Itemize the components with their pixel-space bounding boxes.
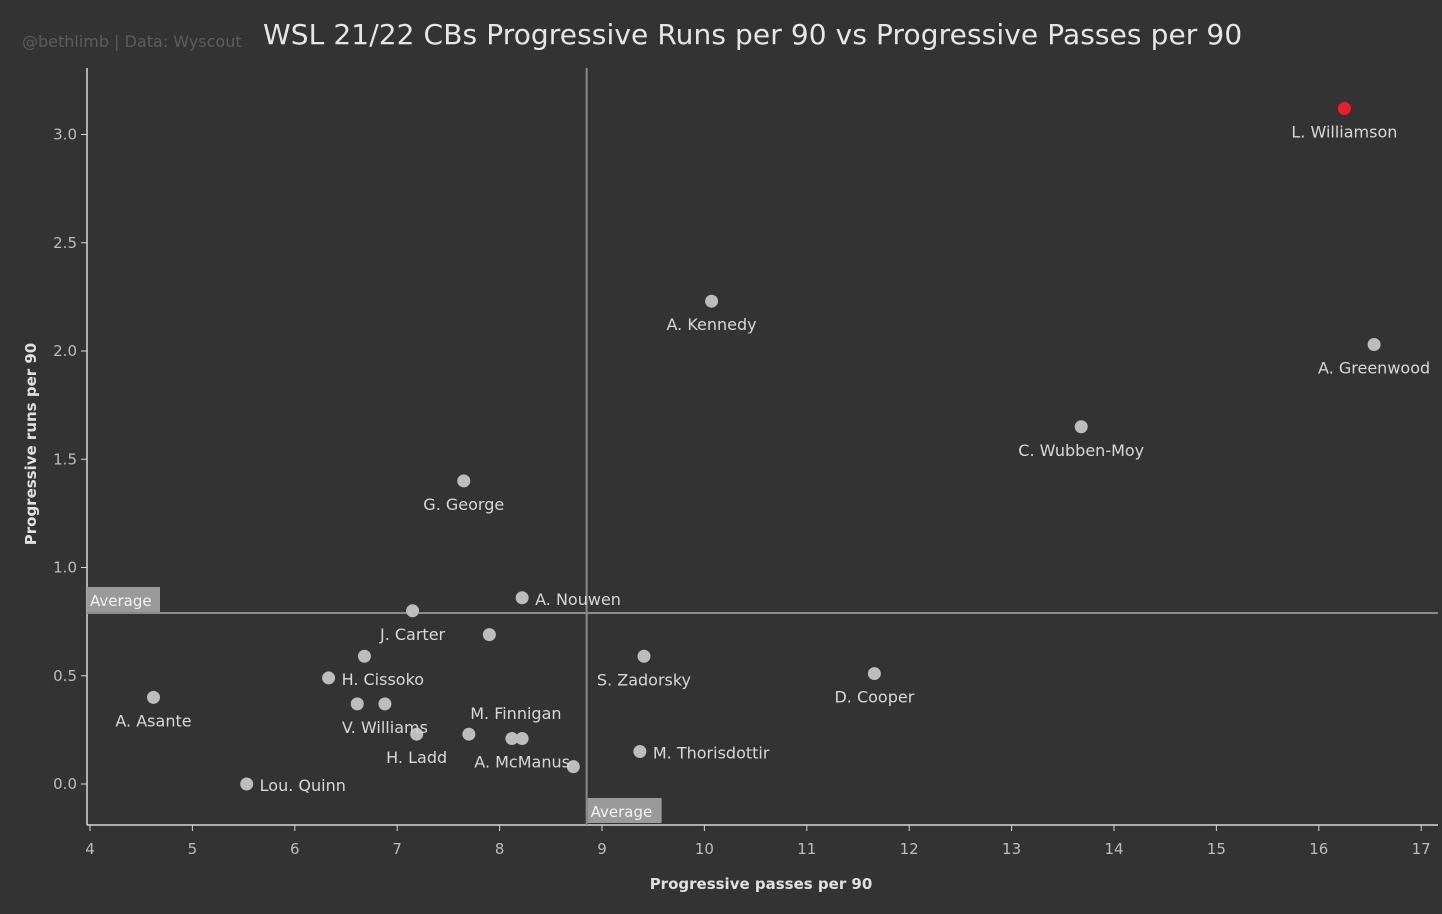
point-label: L. Williamson bbox=[1291, 123, 1397, 142]
point-label: M. Thorisdottir bbox=[653, 744, 770, 763]
x-tick-label: 11 bbox=[797, 840, 816, 858]
point-label: H. Ladd bbox=[386, 748, 447, 767]
chart-title: WSL 21/22 CBs Progressive Runs per 90 vs… bbox=[263, 18, 1243, 51]
axes: 0.0 0.5 1.0 1.5 2.0 2.5 3.0 4 5 6 7 8 9 10 11 12 13 14 15 1… bbox=[22, 68, 1438, 893]
point-labels: L. Williamson A. Kennedy A. Greenwood C. Wu… bbox=[115, 123, 1430, 795]
point-h-ladd bbox=[410, 727, 424, 741]
point-label: M. Finnigan bbox=[470, 704, 561, 723]
y-tick-label: 2.0 bbox=[53, 342, 77, 360]
x-average-label-box bbox=[587, 798, 662, 823]
point-l-williamson bbox=[1337, 102, 1351, 116]
point-g-george bbox=[457, 474, 471, 488]
y-tick-label: 2.5 bbox=[53, 234, 77, 252]
point-label: H. Cissoko bbox=[342, 670, 424, 689]
point-label: Lou. Quinn bbox=[260, 776, 346, 795]
point-label: D. Cooper bbox=[834, 688, 914, 707]
y-average-label: Average bbox=[90, 592, 152, 610]
x-tick-label: 9 bbox=[597, 840, 607, 858]
point-m-finnigan bbox=[462, 727, 476, 741]
y-average-label-box bbox=[87, 586, 160, 612]
point-a-asante bbox=[146, 690, 160, 704]
point-label: V. Williams bbox=[342, 718, 428, 737]
point-a-mcmanus bbox=[515, 732, 529, 746]
point bbox=[350, 697, 364, 711]
x-tick-label: 7 bbox=[392, 840, 402, 858]
x-average-label: Average bbox=[591, 803, 653, 821]
point-d-cooper bbox=[867, 667, 881, 681]
x-tick-label: 10 bbox=[695, 840, 714, 858]
x-tick-label: 13 bbox=[1002, 840, 1021, 858]
point-label: A. McManus bbox=[474, 753, 570, 772]
x-tick-label: 8 bbox=[495, 840, 505, 858]
point-label: G. George bbox=[423, 495, 504, 514]
y-tick-label: 3.0 bbox=[53, 126, 77, 144]
y-tick-label: 0.0 bbox=[53, 775, 77, 793]
point-label: S. Zadorsky bbox=[597, 670, 691, 689]
chart-credit: @bethlimb | Data: Wyscout bbox=[22, 32, 242, 51]
x-tick-label: 17 bbox=[1412, 840, 1431, 858]
y-axis-title: Progressive runs per 90 bbox=[22, 343, 40, 546]
y-tick-label: 0.5 bbox=[53, 667, 77, 685]
point-label: A. Nouwen bbox=[535, 590, 621, 609]
point-v-williams bbox=[378, 697, 392, 711]
reference-lines: Average Average bbox=[87, 68, 1438, 825]
point-m-thorisdottir bbox=[633, 745, 647, 759]
point-label: C. Wubben-Moy bbox=[1018, 441, 1144, 460]
x-axis-title: Progressive passes per 90 bbox=[650, 875, 873, 893]
point-lou-quinn bbox=[240, 777, 254, 791]
point-j-carter bbox=[406, 604, 420, 618]
point bbox=[357, 649, 371, 663]
x-tick-label: 14 bbox=[1104, 840, 1123, 858]
x-tick-label: 15 bbox=[1207, 840, 1226, 858]
point-h-cissoko bbox=[322, 671, 336, 685]
point-label: A. Asante bbox=[115, 711, 191, 730]
data-points bbox=[146, 102, 1381, 791]
point-label: A. Kennedy bbox=[667, 315, 757, 334]
point-c-wubben-moy bbox=[1074, 420, 1088, 434]
point-label: J. Carter bbox=[379, 625, 446, 644]
x-tick-label: 16 bbox=[1309, 840, 1328, 858]
y-tick-label: 1.0 bbox=[53, 559, 77, 577]
point-a-kennedy bbox=[705, 294, 719, 308]
chart-header: @bethlimb | Data: Wyscout WSL 21/22 CBs … bbox=[0, 0, 1442, 70]
x-tick-label: 4 bbox=[85, 840, 95, 858]
point-a-greenwood bbox=[1367, 338, 1381, 352]
point-a-nouwen bbox=[515, 591, 529, 605]
x-tick-label: 5 bbox=[188, 840, 198, 858]
point bbox=[505, 732, 519, 746]
point-s-zadorsky bbox=[637, 649, 651, 663]
point-label: A. Greenwood bbox=[1318, 359, 1430, 378]
x-tick-label: 12 bbox=[900, 840, 919, 858]
y-tick-label: 1.5 bbox=[53, 450, 77, 468]
x-tick-label: 6 bbox=[290, 840, 300, 858]
point bbox=[566, 760, 580, 774]
point bbox=[482, 628, 496, 642]
